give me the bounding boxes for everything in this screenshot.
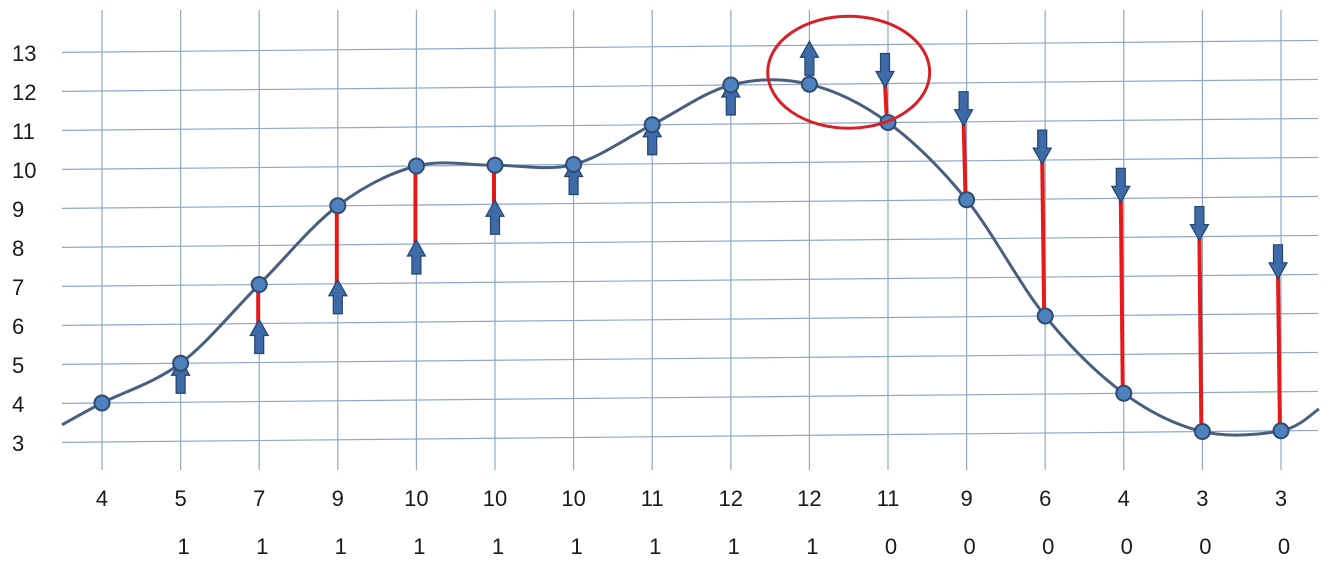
h-gridline — [61, 78, 1319, 92]
h-gridline — [61, 351, 1319, 365]
difference-line — [1276, 274, 1282, 431]
flag-label: 1 — [492, 534, 504, 559]
highlight-layer — [766, 14, 932, 130]
flag-labels: 1 1 1 1 1 1 1 1 1 0 0 0 0 0 0 — [177, 534, 1290, 559]
data-points — [93, 75, 1290, 441]
flag-label: 0 — [1042, 534, 1054, 559]
y-tick-label: 6 — [12, 314, 24, 339]
arrow-down-icon — [1110, 167, 1131, 204]
x-tick-label: 4 — [1118, 486, 1130, 511]
horizontal-gridlines — [61, 39, 1319, 443]
x-tick-label: 10 — [404, 486, 428, 511]
arrow-up-icon — [484, 199, 506, 235]
x-tick-label: 9 — [332, 486, 344, 511]
x-tick-labels: 4 5 7 9 10 10 10 11 12 12 11 9 6 4 3 3 — [96, 486, 1287, 511]
h-gridline — [61, 117, 1319, 131]
x-tick-label: 5 — [174, 486, 186, 511]
flag-label: 0 — [963, 534, 975, 559]
x-tick-label: 3 — [1275, 486, 1287, 511]
data-point — [1272, 422, 1290, 440]
arrow-down-icon — [1189, 205, 1210, 242]
x-tick-label: 3 — [1196, 486, 1208, 511]
x-tick-label: 4 — [96, 486, 108, 511]
flag-label: 1 — [728, 534, 740, 559]
flag-label: 1 — [570, 534, 582, 559]
data-point — [958, 191, 976, 209]
flag-label: 0 — [1199, 534, 1211, 559]
arrow-down-icon — [874, 52, 896, 89]
y-tick-label: 8 — [12, 236, 24, 261]
difference-line — [1040, 160, 1047, 317]
h-gridline — [61, 156, 1319, 170]
data-point — [643, 116, 661, 134]
y-tick-label: 9 — [12, 197, 24, 222]
arrow-down-icon — [1267, 244, 1289, 281]
flag-label: 1 — [335, 534, 347, 559]
arrow-down-icon — [953, 91, 974, 128]
data-point — [329, 197, 347, 215]
x-tick-label: 7 — [253, 486, 265, 511]
h-gridline — [61, 195, 1319, 209]
x-tick-label: 10 — [561, 486, 585, 511]
x-tick-label: 12 — [797, 486, 821, 511]
data-point — [93, 394, 111, 412]
data-point — [486, 156, 504, 174]
x-tick-label: 11 — [877, 486, 900, 511]
curve-layer — [61, 78, 1320, 437]
arrow-down-icon — [1032, 129, 1053, 166]
x-tick-label: 11 — [641, 486, 664, 511]
data-point — [1193, 423, 1211, 441]
arrow-up-icon — [327, 278, 348, 315]
data-point — [407, 157, 425, 175]
flag-label: 0 — [1121, 534, 1133, 559]
data-point — [565, 156, 583, 174]
y-tick-label: 13 — [12, 41, 36, 66]
data-point — [800, 75, 818, 93]
data-point — [1115, 384, 1133, 402]
flag-label: 1 — [649, 534, 661, 559]
curve-line — [61, 78, 1320, 437]
data-point — [1036, 307, 1054, 325]
y-tick-label: 3 — [12, 431, 24, 456]
arrow-up-icon — [799, 40, 820, 76]
h-gridline — [61, 312, 1319, 326]
data-point — [722, 76, 740, 94]
flag-label: 1 — [806, 534, 818, 559]
flag-label: 1 — [256, 534, 268, 559]
y-tick-label: 10 — [12, 158, 36, 183]
data-point — [250, 276, 268, 294]
arrow-up-icon — [406, 238, 427, 275]
h-gridline — [61, 429, 1319, 443]
y-tick-label: 5 — [12, 353, 24, 378]
y-tick-label: 11 — [12, 119, 35, 144]
x-tick-label: 12 — [719, 486, 743, 511]
flag-label: 0 — [885, 534, 897, 559]
x-tick-label: 9 — [960, 486, 972, 511]
highlight-circle — [766, 14, 932, 130]
difference-line — [1197, 236, 1204, 432]
difference-line — [1118, 198, 1125, 394]
h-gridline — [61, 39, 1319, 53]
y-tick-label: 7 — [12, 275, 24, 300]
h-gridline — [61, 390, 1319, 404]
y-tick-labels: 3 4 5 6 7 8 9 10 11 12 13 — [12, 41, 36, 456]
x-tick-label: 6 — [1039, 486, 1051, 511]
flag-label: 0 — [1278, 534, 1290, 559]
difference-line — [961, 121, 968, 200]
arrow-up-icon — [249, 318, 270, 355]
flag-label: 1 — [177, 534, 189, 559]
y-tick-label: 4 — [12, 392, 24, 417]
flag-label: 1 — [413, 534, 425, 559]
h-gridline — [61, 234, 1319, 248]
data-point — [172, 354, 190, 372]
x-tick-label: 10 — [483, 486, 507, 511]
h-gridline — [61, 273, 1319, 287]
y-tick-label: 12 — [12, 80, 36, 105]
